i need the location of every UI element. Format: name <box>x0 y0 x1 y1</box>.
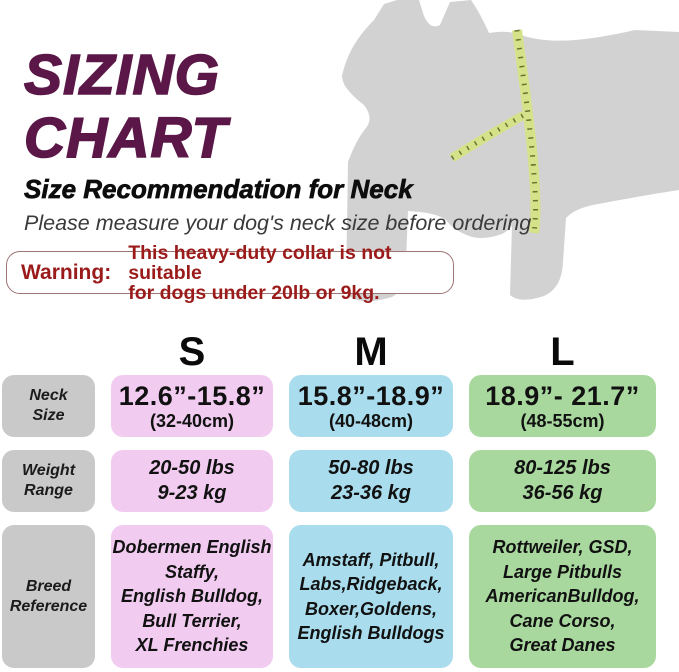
weight-range-l-cell: 80-125 lbs 36-56 kg <box>469 450 656 512</box>
breed-reference-s-cell: Dobermen English Staffy, English Bulldog… <box>111 525 273 668</box>
page-title-line1: SIZING <box>23 43 221 108</box>
neck-size-l-cell: 18.9”- 21.7” (48-55cm) <box>469 375 656 437</box>
neck-size-m-inches: 15.8”-18.9” <box>297 381 445 411</box>
neck-size-s-cell: 12.6”-15.8” (32-40cm) <box>111 375 273 437</box>
weight-range-s-lbs: 20-50 lbs <box>149 457 235 479</box>
sizing-table: S M L Neck Size 12.6”-15.8” (32-40cm) 15… <box>2 330 656 668</box>
warning-box: Warning: This heavy-duty collar is not s… <box>6 243 454 303</box>
weight-range-s-kg: 9-23 kg <box>157 482 227 504</box>
weight-range-m-lbs: 50-80 lbs <box>328 457 414 479</box>
weight-range-s-cell: 20-50 lbs 9-23 kg <box>111 450 273 512</box>
neck-size-s-inches: 12.6”-15.8” <box>118 381 266 411</box>
row-label-breed-reference: Breed Reference <box>2 525 95 668</box>
breed-reference-l-cell: Rottweiler, GSD, Large Pitbulls American… <box>469 525 656 668</box>
measure-note: Please measure your dog's neck size befo… <box>24 211 532 235</box>
weight-range-m-cell: 50-80 lbs 23-36 kg <box>289 450 453 512</box>
breed-reference-l-text: Rottweiler, GSD, Large Pitbulls American… <box>485 537 640 656</box>
breed-reference-m-cell: Amstaff, Pitbull, Labs,Ridgeback, Boxer,… <box>289 525 453 668</box>
warning-message: This heavy-duty collar is not suitable f… <box>128 241 392 304</box>
breed-reference-m-text: Amstaff, Pitbull, Labs,Ridgeback, Boxer,… <box>297 549 445 644</box>
column-header-s: S <box>178 330 206 374</box>
neck-size-l-inches: 18.9”- 21.7” <box>485 381 640 411</box>
column-header-l: L <box>550 330 575 374</box>
weight-range-m-kg: 23-36 kg <box>330 482 412 504</box>
breed-reference-s-text: Dobermen English Staffy, English Bulldog… <box>112 537 272 656</box>
page-title-line2: CHART <box>23 106 228 171</box>
page-subtitle: Size Recommendation for Neck <box>24 174 413 205</box>
measuring-tape-chest-strap <box>449 111 527 162</box>
neck-size-s-cm: (32-40cm) <box>149 411 235 431</box>
dog-silhouette-with-neck-measuring-tape-icon <box>342 0 679 302</box>
table-corner-spacer <box>2 330 95 362</box>
neck-size-m-cell: 15.8”-18.9” (40-48cm) <box>289 375 453 437</box>
weight-range-l-kg: 36-56 kg <box>522 482 603 504</box>
neck-size-m-cm: (40-48cm) <box>328 411 414 431</box>
page-title: SIZING CHART <box>23 43 228 171</box>
measuring-tape-main-strap <box>512 29 541 234</box>
row-label-weight-range: Weight Range <box>2 450 95 512</box>
warning-label: Warning: <box>21 260 112 284</box>
dog-illustration <box>340 0 679 310</box>
dog-body-shape <box>342 0 679 302</box>
weight-range-l-lbs: 80-125 lbs <box>514 457 611 479</box>
column-header-m: M <box>354 330 388 374</box>
neck-size-l-cm: (48-55cm) <box>520 411 605 431</box>
row-label-neck-size: Neck Size <box>2 375 95 437</box>
